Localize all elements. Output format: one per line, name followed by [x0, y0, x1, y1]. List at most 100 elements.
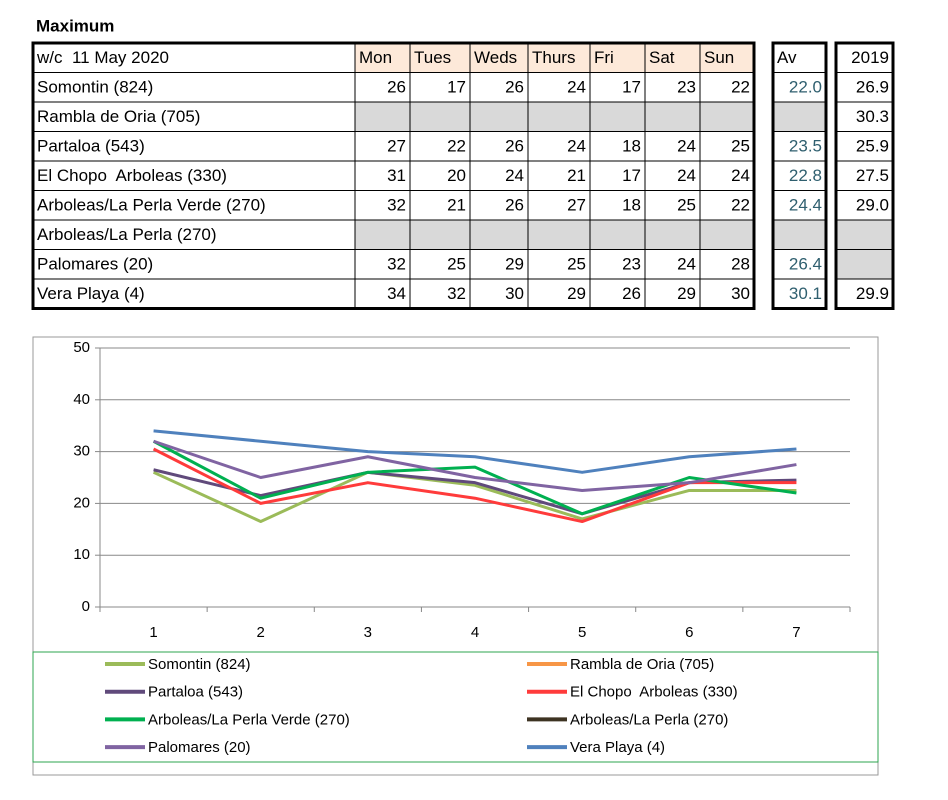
cell-text: 27.5: [856, 166, 889, 185]
table-cell: [589, 101, 646, 132]
y-tick-label: 0: [82, 598, 90, 615]
x-tick-label: 2: [257, 624, 265, 641]
cell-text: 24: [567, 137, 586, 156]
cell-text: 29: [677, 284, 696, 303]
cell-text: 21: [567, 166, 586, 185]
x-tick-label: 3: [364, 624, 372, 641]
cell-text: 34: [387, 284, 406, 303]
cell-text: 32: [447, 284, 466, 303]
cell-text: Somontin (824): [37, 78, 153, 97]
table-cell: [527, 101, 591, 132]
cell-text: 26.4: [789, 255, 822, 274]
table-border: [834, 41, 895, 310]
table-cell: [644, 249, 701, 280]
header-cell-text: Tues: [414, 48, 451, 67]
table-cell: [644, 101, 701, 132]
y-tick-label: 10: [73, 546, 90, 563]
cell-text: 21: [447, 196, 466, 215]
header-cell-text: 2019: [851, 48, 889, 67]
table-cell: [644, 131, 701, 162]
cell-text: 24: [567, 78, 586, 97]
cell-text: 24: [677, 166, 696, 185]
cell-text: El Chopo Arboleas (330): [37, 166, 227, 185]
table-cell: [589, 72, 646, 103]
cell-text: 26: [505, 196, 524, 215]
cell-text: 22: [731, 196, 750, 215]
cell-text: 23: [622, 255, 641, 274]
table-cell: [699, 42, 755, 73]
cell-text: Arboleas/La Perla (270): [37, 225, 217, 244]
table-cell: [772, 42, 827, 73]
x-tick-label: 6: [685, 624, 693, 641]
x-tick-label: 1: [149, 624, 157, 641]
cell-text: Partaloa (543): [37, 137, 145, 156]
table-cell: [354, 190, 411, 221]
cell-text: 30.1: [789, 284, 822, 303]
table-cell: [699, 190, 755, 221]
table-cell: [469, 101, 529, 132]
cell-text: 17: [622, 166, 641, 185]
header-cell-text: Av: [777, 48, 797, 67]
table-cell: [469, 219, 529, 250]
table-cell: [354, 249, 411, 280]
table-cell: [527, 278, 591, 309]
table-cell: [469, 190, 529, 221]
table-cell: [699, 101, 755, 132]
cell-text: 30: [731, 284, 750, 303]
cell-text: 25: [677, 196, 696, 215]
table-cell: [835, 249, 894, 280]
table: w/c 11 May 2020 Mon Tues Weds Thurs Fri Sat Sun…: [31, 41, 895, 310]
table-cell: [644, 160, 701, 191]
cell-text: 22.8: [789, 166, 822, 185]
table-cell: [32, 131, 356, 162]
legend-label: Arboleas/La Perla Verde (270): [148, 711, 350, 728]
cell-text: 26: [505, 137, 524, 156]
series-line: [153, 429, 797, 474]
table-cell: [469, 131, 529, 162]
cell-text: 30: [505, 284, 524, 303]
table-cell: [527, 249, 591, 280]
cell-text: 28: [731, 255, 750, 274]
table-cell: [835, 131, 894, 162]
cell-text: 27: [387, 137, 406, 156]
table-cell: [32, 101, 356, 132]
table-cell: [354, 72, 411, 103]
cell-text: 26.9: [856, 78, 889, 97]
legend-label: Vera Playa (4): [570, 739, 665, 756]
table-cell: [699, 249, 755, 280]
chart-frame: [32, 336, 879, 776]
y-tick-label: 20: [73, 494, 90, 511]
table-cell: [354, 219, 411, 250]
legend-label: Rambla de Oria (705): [570, 656, 714, 673]
cell-text: 25: [731, 137, 750, 156]
cell-text: 32: [387, 255, 406, 274]
header-cell-text: Mon: [359, 48, 392, 67]
legend-frame: [32, 651, 879, 763]
cell-text: 27: [567, 196, 586, 215]
legend-label: Partaloa (543): [148, 684, 243, 701]
series-line: [152, 470, 797, 524]
table-cell: [589, 278, 646, 309]
legend-label: Arboleas/La Perla (270): [570, 711, 728, 728]
header-cell-text: Weds: [474, 48, 517, 67]
table-cell: [469, 72, 529, 103]
cell-text: 23.5: [789, 137, 822, 156]
table-border: [31, 41, 756, 310]
cell-text: 18: [622, 137, 641, 156]
header-cell-text: Thurs: [532, 48, 575, 67]
cell-text: Palomares (20): [37, 255, 153, 274]
cell-text: 17: [447, 78, 466, 97]
cell-text: Vera Playa (4): [37, 284, 145, 303]
x-tick-label: 5: [578, 624, 586, 641]
table-cell: [32, 72, 356, 103]
cell-text: 22.0: [789, 78, 822, 97]
table-cell: [835, 219, 894, 250]
table-cell: [354, 278, 411, 309]
cell-text: 29.0: [856, 196, 889, 215]
cell-text: 26: [387, 78, 406, 97]
cell-text: 18: [622, 196, 641, 215]
cell-text: Rambla de Oria (705): [37, 107, 200, 126]
cell-text: 25.9: [856, 137, 889, 156]
table-cell: [527, 131, 591, 162]
table-cell: [527, 72, 591, 103]
